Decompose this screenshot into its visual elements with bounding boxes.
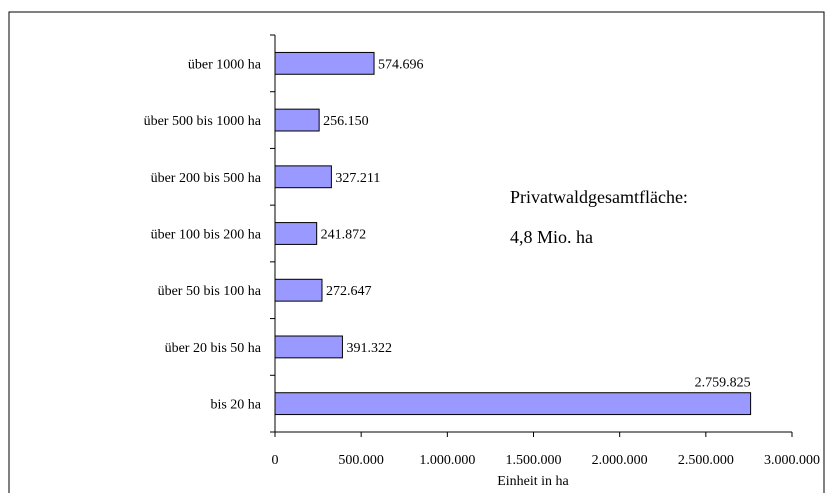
- value-label: 256.150: [323, 114, 369, 129]
- bar: [274, 165, 332, 189]
- bar: [274, 222, 318, 245]
- x-axis-title: Einheit in ha: [497, 474, 569, 489]
- bar: [274, 335, 343, 359]
- y-axis-ticks: [270, 34, 275, 433]
- x-tick-label: 1.500.000: [506, 453, 562, 468]
- chart-border: [8, 11, 825, 493]
- value-labels: 574.696 256.150 327.211 241.872 272.647 391.3…: [321, 57, 751, 390]
- value-label: 241.872: [321, 228, 367, 243]
- category-label: über 20 bis 50 ha: [165, 341, 262, 356]
- value-label: 272.647: [326, 284, 372, 299]
- category-labels: über 1000 ha über 500 bis 1000 ha über 200…: [144, 57, 262, 412]
- x-tick-label: 2.500.000: [678, 453, 734, 468]
- annotation-total-label: Privatwaldgesamtfläche:: [510, 187, 688, 207]
- category-label: über 500 bis 1000 ha: [144, 114, 262, 129]
- x-tick-label: 500.000: [338, 453, 384, 468]
- x-tick-label: 0: [272, 453, 279, 468]
- value-label: 2.759.825: [695, 376, 751, 391]
- category-label: über 50 bis 100 ha: [158, 284, 262, 299]
- annotation-total-value: 4,8 Mio. ha: [510, 227, 593, 247]
- bar: [274, 108, 320, 132]
- value-label: 327.211: [335, 171, 380, 186]
- x-tick-label: 1.000.000: [419, 453, 475, 468]
- value-label: 574.696: [378, 57, 424, 72]
- x-tick-label: 2.000.000: [592, 453, 648, 468]
- category-label: über 200 bis 500 ha: [151, 171, 262, 186]
- category-label: bis 20 ha: [210, 398, 261, 413]
- bar: [274, 51, 375, 75]
- bar: [274, 278, 323, 302]
- x-tick-label: 3.000.000: [764, 453, 820, 468]
- category-label: über 100 bis 200 ha: [151, 228, 262, 243]
- value-label: 391.322: [346, 341, 392, 356]
- x-axis-ticks: [274, 432, 793, 437]
- bar-series: [274, 51, 752, 416]
- bar: [274, 392, 752, 416]
- category-label: über 1000 ha: [188, 57, 262, 72]
- x-tick-labels: 0 500.000 1.000.000 1.500.000 2.000.000 2.500…: [272, 453, 821, 468]
